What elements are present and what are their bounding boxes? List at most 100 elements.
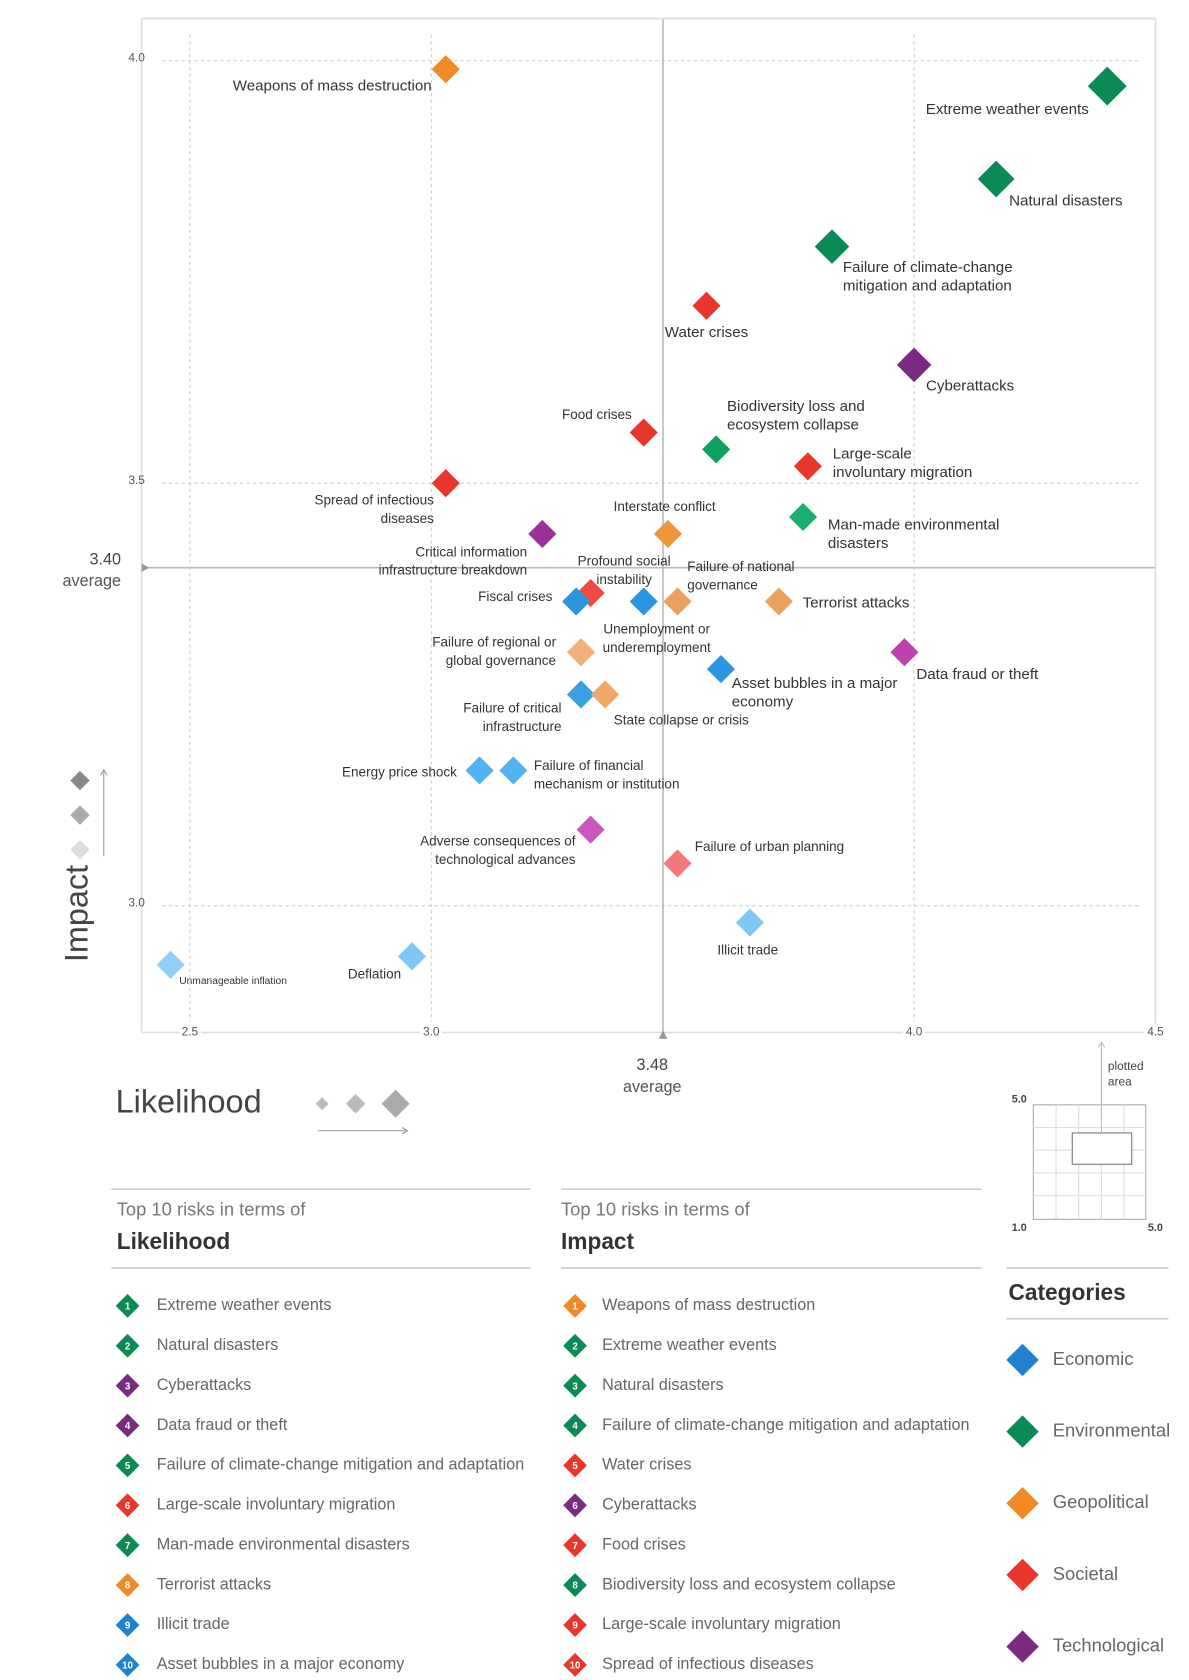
list-item: Natural disasters <box>602 1376 724 1394</box>
inset <box>1032 1041 1147 1220</box>
point-label: Extreme weather events <box>926 101 1090 118</box>
point-label-line: infrastructure breakdown <box>379 562 528 577</box>
point-label: Critical information infrastructure break… <box>379 544 528 577</box>
point <box>692 291 721 320</box>
list-item: Cyberattacks <box>602 1496 697 1514</box>
point-label: Asset bubbles in a major economy <box>732 675 898 710</box>
y-tick-label: 3.0 <box>128 896 145 910</box>
list-item: Natural disasters <box>157 1336 279 1354</box>
rank-number: 4 <box>125 1421 131 1432</box>
point-label-line: Weapons of mass destruction <box>233 77 432 94</box>
point-label-line: Illicit trade <box>717 942 778 957</box>
inset-note: area <box>1108 1074 1132 1088</box>
point-label-line: Large-scale <box>833 445 912 462</box>
y-tick-label: 3.5 <box>128 473 145 487</box>
point-label: Deflation <box>348 966 401 981</box>
point-label-line: Spread of infectious <box>315 492 435 507</box>
category-name: Environmental <box>1053 1419 1170 1440</box>
inset-tick: 1.0 <box>1012 1222 1027 1234</box>
point-label-line: Unmanageable inflation <box>179 976 287 987</box>
x-tick-label: 2.5 <box>182 1025 199 1039</box>
point-label: Failure of national governance <box>687 558 794 591</box>
list-item: Extreme weather events <box>157 1296 332 1314</box>
category-swatch <box>1006 1558 1039 1592</box>
average-marker <box>658 1030 668 1039</box>
point-label-line: global governance <box>446 652 556 667</box>
rank-number: 6 <box>572 1501 578 1512</box>
point-labels: Weapons of mass destruction Extreme weath… <box>179 77 1123 986</box>
point-label-line: Natural disasters <box>1009 193 1123 210</box>
list-item: Large-scale involuntary migration <box>157 1496 396 1514</box>
average-x-value: 3.48 <box>636 1056 668 1074</box>
rank-number: 1 <box>125 1302 131 1313</box>
point-label: Natural disasters <box>1009 193 1123 210</box>
point-label-line: diseases <box>381 510 435 525</box>
category-swatch <box>1006 1487 1039 1520</box>
list-item: Large-scale involuntary migration <box>602 1615 841 1633</box>
point <box>156 950 185 979</box>
point-label-line: Failure of climate-change <box>843 259 1013 276</box>
average-y-value: 3.40 <box>90 550 122 568</box>
point-label: Food crises <box>562 407 632 422</box>
average-y-label: average <box>62 572 121 590</box>
point-label-line: Failure of critical <box>463 700 561 715</box>
point-label-line: disasters <box>828 535 889 552</box>
point-label: Large-scale involuntary migration <box>833 445 973 480</box>
point <box>566 680 596 709</box>
rank-number: 2 <box>125 1341 131 1352</box>
rank-badge <box>563 1373 587 1398</box>
rank-badge <box>563 1573 587 1597</box>
rank-badge <box>563 1333 587 1358</box>
point-label: Illicit trade <box>717 942 778 957</box>
point-label-line: Failure of regional or <box>432 634 556 649</box>
list-item: Data fraud or theft <box>157 1416 288 1434</box>
list-item: Cyberattacks <box>157 1376 252 1394</box>
point-label-line: underemployment <box>603 640 711 655</box>
average-marker <box>141 563 150 573</box>
list-item: Weapons of mass destruction <box>602 1296 815 1314</box>
point-label: Failure of urban planning <box>695 839 844 854</box>
shade-legend-y <box>70 768 108 860</box>
point-label-line: involuntary migration <box>833 464 973 481</box>
point-label-line: instability <box>596 572 652 587</box>
x-axis-title: Likelihood <box>116 1083 262 1119</box>
point-label: Weapons of mass destruction <box>233 77 432 94</box>
point <box>896 347 932 383</box>
point-label-line: economy <box>732 694 794 711</box>
list-item: Extreme weather events <box>602 1336 777 1354</box>
point <box>793 452 822 481</box>
point-label: Fiscal crises <box>478 589 553 604</box>
list-item: Failure of climate-change mitigation and… <box>602 1416 970 1434</box>
list-heading: Top 10 risks in terms of <box>117 1199 307 1220</box>
list-item: Illicit trade <box>157 1615 230 1633</box>
point <box>397 942 427 971</box>
list-item: Terrorist attacks <box>157 1575 271 1593</box>
point-label-line: Terrorist attacks <box>803 595 910 612</box>
y-tick-label: 4.0 <box>128 51 145 65</box>
rank-number: 2 <box>572 1341 578 1352</box>
point-label-line: Cyberattacks <box>926 378 1015 395</box>
point-label: Data fraud or theft <box>916 666 1039 683</box>
point-label: Unemployment or underemployment <box>603 621 711 654</box>
x-tick-label: 3.0 <box>423 1025 440 1039</box>
point <box>528 519 557 548</box>
point-label-line: mitigation and adaptation <box>843 278 1012 295</box>
point <box>465 756 494 785</box>
point-label: Interstate conflict <box>614 498 716 513</box>
point-label: Energy price shock <box>342 764 457 779</box>
point <box>576 815 605 844</box>
category-name: Technological <box>1053 1634 1164 1655</box>
point-label-line: State collapse or crisis <box>614 712 749 727</box>
point <box>431 55 460 84</box>
point-label-line: Interstate conflict <box>614 498 716 513</box>
point <box>663 849 692 878</box>
point-label-line: Water crises <box>665 324 749 341</box>
point-label: Terrorist attacks <box>803 595 910 612</box>
point-label-line: mechanism or institution <box>534 776 680 791</box>
point <box>653 519 682 548</box>
point <box>890 638 919 667</box>
point <box>566 638 596 667</box>
size-legend-x <box>315 1089 410 1135</box>
rank-badge <box>563 1613 587 1637</box>
list-heading: Top 10 risks in terms of <box>561 1199 751 1220</box>
